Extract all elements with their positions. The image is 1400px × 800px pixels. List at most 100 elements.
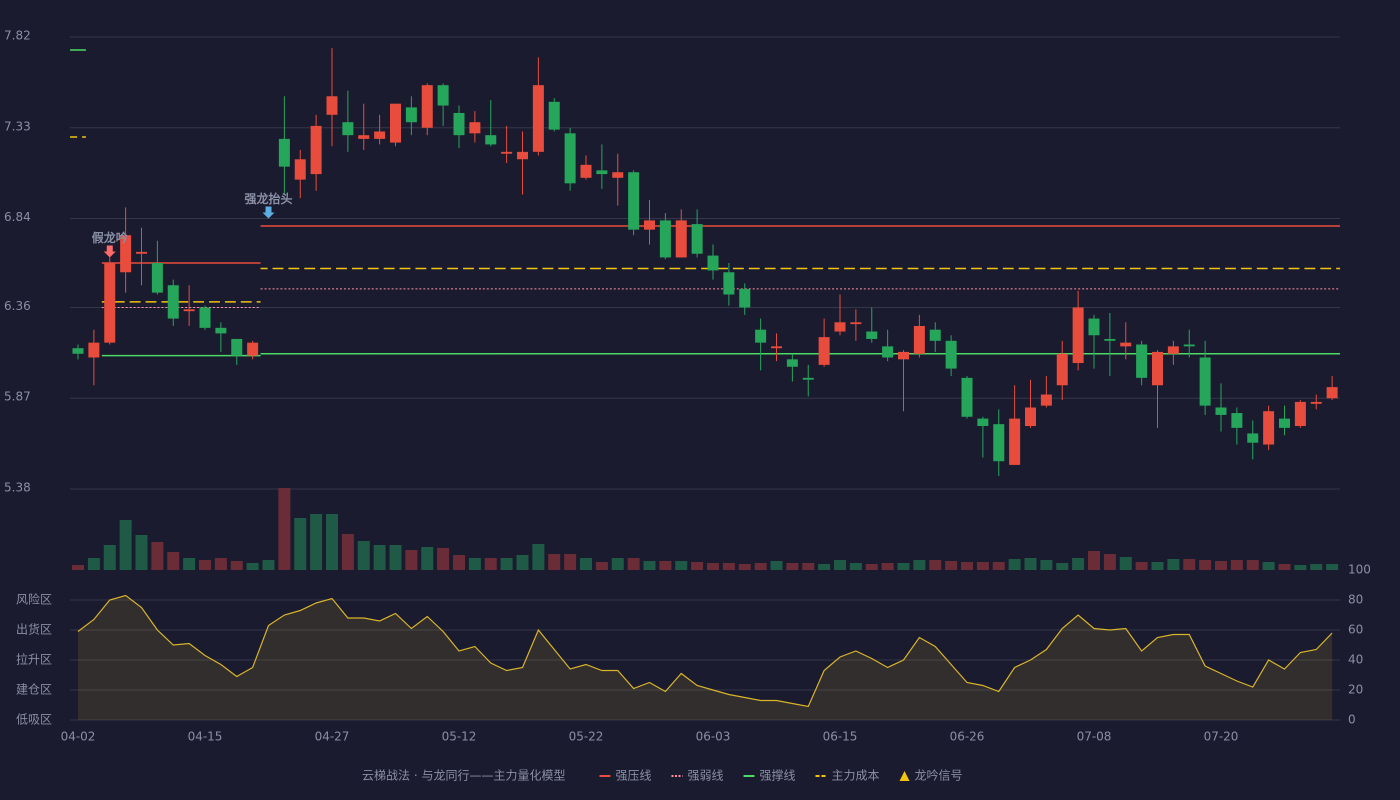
volume-bar (754, 563, 767, 570)
volume-bar (643, 561, 656, 570)
legend-swatch (899, 771, 910, 781)
y-tick-label: 6.84 (4, 210, 31, 224)
volume-bar (675, 561, 688, 570)
legend-title: 云梯战法 · 与龙同行——主力量化模型 (362, 769, 565, 783)
volume-bar (1278, 564, 1291, 570)
volume-bar (1167, 559, 1180, 570)
candle-body (913, 325, 925, 354)
candle-body (1056, 353, 1068, 386)
volume-bar (1135, 562, 1148, 570)
candle-body (977, 418, 989, 427)
volume-bar (103, 545, 116, 570)
legend-label: 强压线 (615, 769, 651, 783)
volume-bar (500, 558, 513, 570)
volume-bar (1103, 554, 1116, 570)
volume-bar (1326, 564, 1339, 570)
candle-body (294, 159, 306, 180)
volume-bar (548, 554, 561, 570)
legend-label: 强撑线 (759, 768, 795, 783)
y-tick-label: 60 (1348, 623, 1363, 637)
candle-body (771, 346, 782, 349)
volume-bar (532, 544, 545, 570)
volume-bar (945, 561, 958, 570)
volume-bar (183, 558, 196, 570)
candle-body (866, 331, 878, 339)
candle-body (882, 346, 894, 358)
volume-bar (1088, 551, 1100, 570)
candle-body (929, 329, 941, 341)
volume-bar (199, 560, 211, 570)
volume-bar (595, 562, 608, 570)
candle-body (1199, 357, 1211, 406)
volume-bar (707, 563, 719, 570)
volume-bar (405, 550, 418, 570)
candle-body (548, 101, 560, 130)
x-tick-label: 05-12 (442, 730, 477, 744)
candle-body (580, 164, 592, 178)
zone-label: 拉升区 (16, 652, 52, 667)
candle-body (485, 135, 497, 145)
candle-body (358, 135, 370, 139)
candle-body (659, 220, 671, 258)
volume-bar (881, 563, 894, 570)
volume-bar (484, 558, 497, 570)
candle-body (961, 377, 973, 417)
volume-bar (453, 555, 465, 570)
candle-body (818, 337, 830, 365)
grid-layer (70, 36, 1340, 721)
candle-body (739, 288, 751, 308)
candle-body (72, 348, 84, 354)
candle-body (1104, 338, 1116, 341)
y-tick-label: 0 (1348, 713, 1356, 727)
level-line (101, 225, 1341, 264)
zone-label: 建仓区 (16, 683, 52, 697)
candle-body (1167, 346, 1179, 354)
candle-body (183, 309, 195, 312)
volume-bar (976, 562, 989, 570)
volume-bar (135, 535, 148, 570)
volume-bar (1040, 560, 1053, 570)
candle-body (1231, 413, 1243, 428)
volume-bar (421, 547, 434, 570)
volume-bar (262, 560, 275, 570)
candle-body (104, 263, 116, 343)
volume-bar (865, 564, 878, 570)
volume-bar (214, 558, 227, 570)
volume-bar (691, 562, 704, 570)
volume-bar (230, 561, 243, 570)
candle-body (691, 224, 703, 254)
volume-bar (310, 514, 323, 570)
volume-bar (516, 555, 529, 570)
candle-body (1009, 418, 1021, 465)
candle-body (136, 251, 147, 254)
x-tick-label: 06-15 (823, 730, 858, 744)
legend-label: 主力成本 (832, 769, 880, 783)
volume-bar (1056, 563, 1069, 570)
candle-body (167, 285, 179, 319)
candle-body (310, 125, 322, 175)
volume-bar (119, 520, 132, 570)
candle-body (1247, 433, 1259, 443)
volume-bar (468, 558, 481, 570)
volume-bar (849, 563, 862, 570)
x-tick-label: 04-02 (61, 730, 96, 744)
x-tick-label: 07-08 (1077, 730, 1112, 744)
x-tick-label: 07-20 (1204, 730, 1239, 744)
candle-body (199, 307, 211, 328)
candle-body (1279, 418, 1290, 428)
candle-body (898, 351, 909, 360)
candle-body (1152, 351, 1163, 386)
candle-body (1040, 394, 1052, 406)
legend-label: 强弱线 (687, 769, 723, 783)
volume-bar (1262, 562, 1275, 570)
volume-bar (564, 554, 577, 570)
candle-body (628, 172, 640, 230)
candle-body (1072, 307, 1084, 364)
volume-bar (627, 558, 640, 570)
zone-label: 风险区 (16, 592, 52, 607)
candle-body (675, 220, 687, 258)
candle-body (802, 377, 814, 380)
zone-label: 出货区 (16, 622, 52, 637)
candle-body (644, 220, 655, 230)
